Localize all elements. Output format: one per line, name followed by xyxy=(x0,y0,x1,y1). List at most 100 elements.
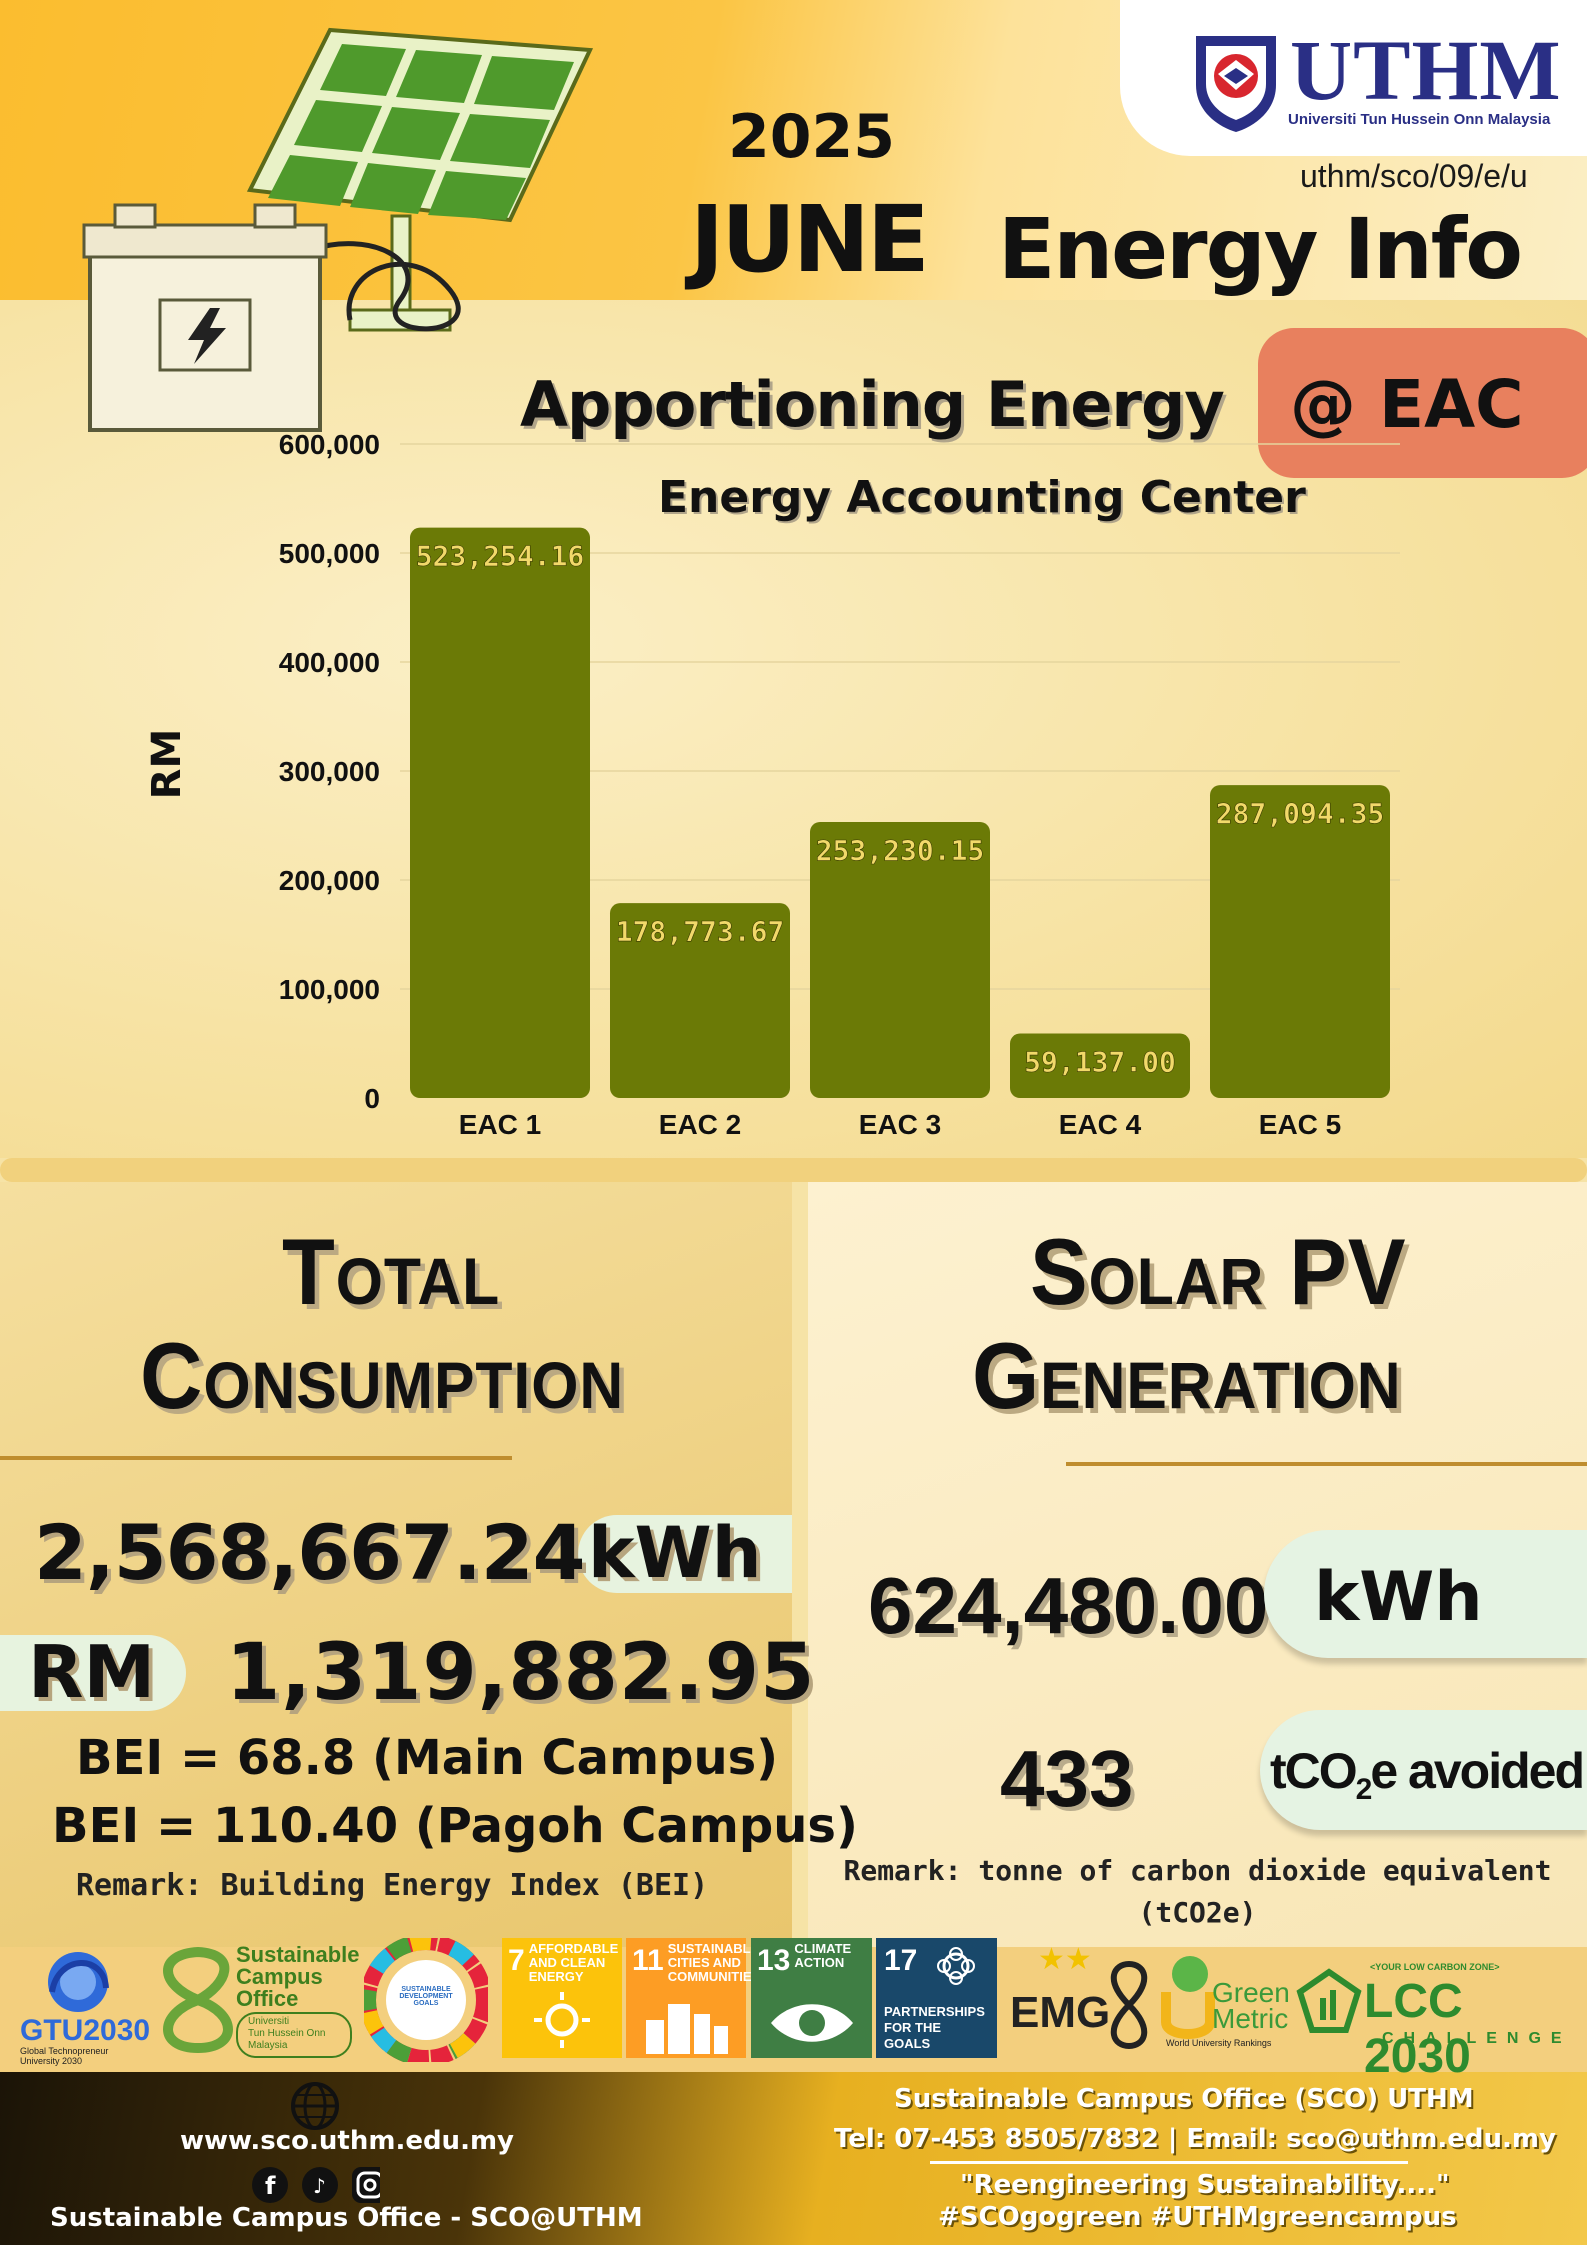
greenmetric-line2: Metric xyxy=(1212,2003,1289,2034)
sdg-wheel-icon xyxy=(360,1934,492,2066)
y-tick-label: 600,000 xyxy=(279,429,380,460)
sco-sub2: Tun Hussein Onn xyxy=(248,2028,326,2039)
instagram-icon[interactable] xyxy=(352,2167,388,2203)
emg-text: EMG xyxy=(1010,1988,1111,2037)
university-name: Universiti Tun Hussein Onn Malaysia xyxy=(1288,111,1551,128)
y-tick-label: 300,000 xyxy=(279,756,380,787)
year: 2025 xyxy=(728,102,895,172)
bar-data-label: 523,254.16 xyxy=(416,540,585,573)
total-energy-value: 2,568,667.24 xyxy=(34,1508,586,1597)
svg-text:♪: ♪ xyxy=(313,2174,326,2198)
bar xyxy=(610,903,790,1098)
x-tick-label: EAC 3 xyxy=(859,1109,941,1140)
bar-data-label: 178,773.67 xyxy=(616,915,785,948)
sdg17-tile: 17 PARTNERSHIPS FOR THE GOALS xyxy=(876,1938,997,2058)
emg-loop-icon xyxy=(1110,1960,1148,2050)
total-cost-value: 1,319,882.95 xyxy=(226,1628,816,1718)
section-divider xyxy=(0,1158,1587,1182)
social-icons-svg: f ♪ xyxy=(252,2167,388,2203)
svg-text:f: f xyxy=(265,2172,276,2200)
y-tick-label: 100,000 xyxy=(279,974,380,1005)
y-tick-label: 0 xyxy=(364,1083,380,1114)
bar-data-label: 287,094.35 xyxy=(1216,797,1385,830)
sco-title: Sustainable Campus Office xyxy=(236,1944,359,2010)
y-axis-ticks: 0 100,000 200,000 300,000 400,000 500,000 600,… xyxy=(279,429,380,1114)
chart-title: Apportioning Energy xyxy=(520,368,1225,441)
office-name: Sustainable Campus Office (SCO) UTHM xyxy=(894,2084,1474,2114)
greenmetric-text: Green Metric xyxy=(1212,1977,1290,2034)
co2-unit-subscript: 2 xyxy=(1355,1773,1373,1806)
co2-unit-prefix: tCO xyxy=(1270,1743,1358,1799)
ui-greenmetric-logo: Green Metric World University Rankings xyxy=(1160,1938,1292,2058)
contact-info[interactable]: Tel: 07-453 8505/7832 | Email: sco@uthm.… xyxy=(834,2124,1556,2154)
slogan: "Reengineering Sustainability...." xyxy=(960,2170,1450,2200)
month: JUNE xyxy=(690,186,930,293)
co2-remark: Remark: tonne of carbon dioxide equivale… xyxy=(808,1850,1587,1934)
total-consumption-heading-line1: Total xyxy=(282,1219,501,1324)
solar-pv-underline xyxy=(1066,1462,1587,1466)
sdg7-tile: 7 AFFORDABLE AND CLEAN ENERGY xyxy=(502,1938,622,2058)
sdg17-number: 17 xyxy=(884,1944,918,1977)
bei-main-campus: BEI = 68.8 (Main Campus) xyxy=(76,1730,779,1786)
x-tick-label: EAC 5 xyxy=(1259,1109,1341,1140)
eac-tag-pill xyxy=(1258,328,1587,478)
reference-code: uthm/sco/09/e/u xyxy=(1300,158,1528,194)
sdg13-text: CLIMATE ACTION xyxy=(794,1941,852,1970)
x-axis-ticks: EAC 1 EAC 2 EAC 3 EAC 4 EAC 5 xyxy=(459,1109,1341,1140)
y-tick-label: 500,000 xyxy=(279,538,380,569)
greenmetric-globe-icon xyxy=(1161,1956,1215,2039)
y-tick-label: 400,000 xyxy=(279,647,380,678)
sdg11-text: SUSTAINABLE CITIES AND COMMUNITIES xyxy=(667,1941,761,1984)
x-tick-label: EAC 2 xyxy=(659,1109,741,1140)
co2-unit: tCO2e avoided xyxy=(1270,1742,1585,1807)
website-link[interactable]: www.sco.uthm.edu.my xyxy=(180,2126,514,2156)
bar xyxy=(410,527,590,1098)
sco-line1: Sustainable xyxy=(236,1942,360,1967)
gtu2030-logo: GTU2030 Global Technopreneur University … xyxy=(8,1938,151,2066)
co2-pill xyxy=(1260,1710,1587,1830)
sco-subtitle: Universiti Tun Hussein Onn Malaysia xyxy=(236,2012,352,2058)
sco-leaf-icon xyxy=(163,1946,233,2054)
sdg17-text: PARTNERSHIPS FOR THE GOALS xyxy=(884,2004,985,2051)
x-tick-label: EAC 4 xyxy=(1059,1109,1142,1140)
bei-remark: Remark: Building Energy Index (BEI) xyxy=(76,1868,709,1903)
hashtags: #SCOgogreen #UTHMgreencampus xyxy=(938,2202,1457,2232)
sdg13-tile: 13 CLIMATE ACTION xyxy=(751,1938,872,2058)
solar-kwh-pill xyxy=(1264,1530,1587,1658)
rm-pill xyxy=(0,1635,186,1711)
earth-eye-icon xyxy=(771,2004,853,2042)
sdg7-number: 7 xyxy=(508,1944,525,1977)
sdg11-number: 11 xyxy=(632,1944,664,1977)
y-axis-label: RM xyxy=(144,729,190,800)
sdg13-number: 13 xyxy=(757,1944,791,1977)
globe-icon xyxy=(291,2082,339,2130)
city-buildings-icon xyxy=(646,2004,728,2054)
x-tick-label: EAC 1 xyxy=(459,1109,541,1140)
y-tick-label: 200,000 xyxy=(279,865,380,896)
lcc2030-logo: <YOUR LOW CARBON ZONE> LCC 2030 CHALLENG… xyxy=(1296,1938,1562,2083)
page-title: Energy Info xyxy=(998,200,1523,298)
sdg7-text: AFFORDABLE AND CLEAN ENERGY xyxy=(528,1941,619,1984)
gtu-text: GTU2030 xyxy=(20,2014,151,2047)
tiktok-icon[interactable]: ♪ xyxy=(302,2167,338,2203)
gtu-head-icon xyxy=(48,1952,109,2012)
chart-bars: 523,254.16 178,773.67 253,230.15 59,137.00 2… xyxy=(410,527,1390,1098)
sco-line2: Campus xyxy=(236,1964,323,1989)
footer xyxy=(0,2072,1587,2245)
bar-data-label: 253,230.15 xyxy=(816,834,985,867)
social-icons: f ♪ xyxy=(250,2165,388,2209)
chart-subtitle: Energy Accounting Center xyxy=(658,472,1306,523)
total-consumption-underline xyxy=(0,1456,512,1460)
solar-energy-value: 624,480.00 xyxy=(868,1561,1269,1650)
co2-unit-suffix: e avoided xyxy=(1370,1743,1585,1799)
bar xyxy=(810,821,990,1098)
footer-separator xyxy=(930,2161,1408,2164)
co2-remark-line1: Remark: tonne of carbon dioxide equivale… xyxy=(843,1854,1552,1887)
social-handle: Sustainable Campus Office - SCO@UTHM xyxy=(50,2203,643,2233)
sustainable-campus-office-logo: Sustainable Campus Office Universiti Tun… xyxy=(158,1938,362,2058)
total-energy-unit: kWh xyxy=(588,1512,762,1594)
sco-line3: Office xyxy=(236,1986,299,2011)
lcc-bottom-text: CHALLENGE xyxy=(1382,2030,1572,2047)
facebook-icon[interactable]: f xyxy=(252,2167,288,2203)
greenmetric-line1: Green xyxy=(1212,1977,1290,2008)
